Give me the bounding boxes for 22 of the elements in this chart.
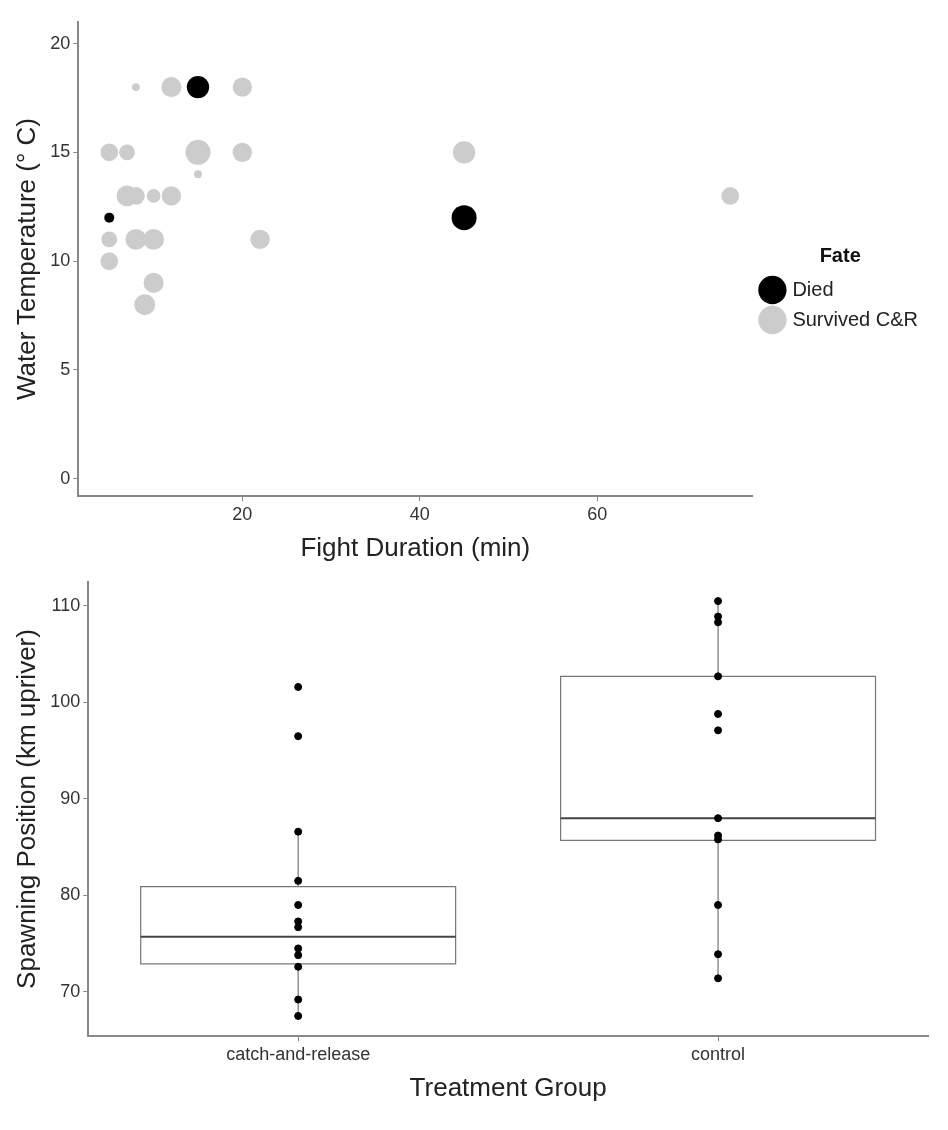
x-tick-label: 60 bbox=[587, 503, 608, 524]
x-tick-label: control bbox=[691, 1043, 746, 1064]
legend-title: Fate bbox=[819, 243, 861, 266]
x-tick-label: 20 bbox=[232, 503, 253, 524]
y-axis-title: Water Temperature (° C) bbox=[10, 117, 41, 401]
y-tick-label: 80 bbox=[60, 884, 81, 905]
x-tick-label: 40 bbox=[409, 503, 430, 524]
y-tick-label: 90 bbox=[60, 787, 81, 808]
x-axis-title: Fight Duration (min) bbox=[300, 531, 531, 562]
x-axis-title: Treatment Group bbox=[409, 1071, 607, 1102]
legend-label: Died bbox=[792, 277, 834, 300]
legend-label: Survived C&R bbox=[792, 307, 919, 330]
y-tick-label: 10 bbox=[50, 250, 71, 271]
y-tick-label: 15 bbox=[50, 141, 71, 162]
y-axis-title: Spawning Position (km upriver) bbox=[10, 629, 41, 989]
y-tick-label: 100 bbox=[50, 691, 81, 712]
y-tick-label: 0 bbox=[60, 467, 71, 488]
y-tick-label: 20 bbox=[50, 32, 71, 53]
y-tick-label: 70 bbox=[60, 980, 81, 1001]
x-tick-label: catch-and-release bbox=[226, 1043, 371, 1064]
y-tick-label: 110 bbox=[51, 594, 81, 615]
y-tick-label: 5 bbox=[60, 358, 71, 379]
